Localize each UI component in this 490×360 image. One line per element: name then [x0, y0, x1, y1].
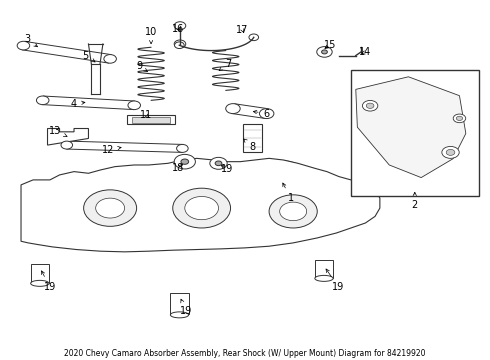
Bar	[315, 261, 333, 278]
Circle shape	[61, 141, 73, 149]
Circle shape	[84, 190, 137, 226]
Bar	[351, 71, 479, 197]
Circle shape	[456, 116, 463, 121]
Bar	[171, 293, 189, 314]
Text: 19: 19	[42, 271, 56, 292]
Polygon shape	[356, 77, 466, 177]
Circle shape	[215, 161, 222, 166]
Text: 2020 Chevy Camaro Absorber Assembly, Rear Shock (W/ Upper Mount) Diagram for 842: 2020 Chevy Camaro Absorber Assembly, Rea…	[64, 349, 426, 358]
Circle shape	[280, 202, 307, 221]
Circle shape	[173, 188, 231, 228]
Polygon shape	[21, 158, 380, 252]
Circle shape	[269, 195, 317, 228]
Text: 19: 19	[326, 269, 344, 292]
Circle shape	[321, 50, 327, 54]
Text: 7: 7	[219, 59, 231, 71]
Circle shape	[363, 100, 378, 111]
Circle shape	[36, 96, 49, 105]
Circle shape	[96, 198, 124, 218]
Polygon shape	[67, 141, 183, 152]
Text: 11: 11	[140, 110, 152, 120]
Ellipse shape	[171, 312, 189, 318]
Text: 9: 9	[136, 60, 147, 72]
Circle shape	[249, 34, 259, 41]
Circle shape	[366, 103, 374, 108]
Circle shape	[446, 149, 455, 156]
Text: 10: 10	[145, 27, 157, 44]
Circle shape	[128, 101, 141, 109]
Text: 13: 13	[49, 126, 67, 136]
Circle shape	[453, 114, 465, 123]
Polygon shape	[48, 129, 89, 145]
Text: 19: 19	[180, 299, 193, 316]
Text: 16: 16	[172, 24, 185, 34]
Circle shape	[176, 144, 188, 152]
Circle shape	[17, 41, 30, 50]
Circle shape	[226, 104, 240, 114]
Text: 19: 19	[220, 164, 233, 174]
Circle shape	[174, 42, 184, 49]
Text: 1: 1	[283, 183, 294, 203]
Text: 15: 15	[324, 40, 337, 50]
Text: 14: 14	[359, 47, 371, 57]
Text: 17: 17	[236, 25, 249, 35]
Polygon shape	[42, 96, 135, 109]
Circle shape	[253, 161, 309, 199]
Bar	[127, 115, 175, 123]
Text: 3: 3	[24, 34, 37, 47]
Bar	[31, 265, 49, 283]
Circle shape	[104, 55, 117, 63]
Ellipse shape	[315, 275, 333, 282]
Bar	[243, 123, 262, 152]
Text: 6: 6	[253, 109, 270, 118]
Text: 8: 8	[244, 139, 255, 152]
Circle shape	[317, 46, 332, 57]
Text: 2: 2	[412, 192, 418, 210]
Circle shape	[210, 157, 227, 169]
Circle shape	[442, 147, 459, 158]
Bar	[132, 117, 171, 122]
Text: 4: 4	[71, 99, 85, 109]
Text: 12: 12	[101, 145, 121, 155]
Ellipse shape	[31, 280, 49, 286]
Circle shape	[181, 159, 189, 164]
Polygon shape	[22, 41, 112, 63]
Circle shape	[185, 197, 219, 220]
Polygon shape	[231, 104, 268, 118]
Circle shape	[174, 22, 186, 30]
Circle shape	[174, 154, 196, 169]
Circle shape	[259, 109, 274, 118]
Text: 18: 18	[172, 163, 185, 173]
Circle shape	[267, 170, 295, 190]
Circle shape	[174, 40, 186, 48]
Text: 5: 5	[82, 50, 95, 62]
